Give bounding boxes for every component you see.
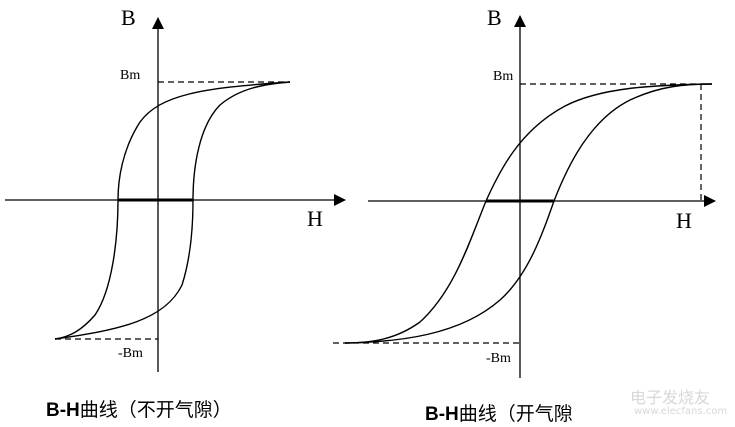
left-bh-diagram: B H Bm -Bm — [5, 5, 346, 372]
right-neg-bm-label: -Bm — [486, 351, 511, 366]
left-h-axis-label: H — [307, 206, 323, 231]
right-ascending-branch — [344, 83, 713, 344]
right-h-axis-label: H — [676, 208, 692, 233]
right-caption-suffix: 曲线（开气隙 — [458, 404, 573, 425]
left-ascending-branch — [54, 81, 291, 340]
left-descending-branch — [54, 81, 291, 340]
right-bm-label: Bm — [493, 69, 513, 84]
left-caption-suffix: 曲线（不开气隙） — [79, 400, 232, 421]
left-caption-prefix: B-H — [46, 400, 80, 421]
right-bh-diagram: B H Bm -Bm — [333, 5, 716, 378]
watermark-url: www.elecfans.com — [634, 406, 728, 417]
left-bm-label: Bm — [120, 68, 140, 83]
watermark-text: 电子发烧友 — [630, 388, 711, 407]
right-b-axis-label: B — [487, 5, 502, 30]
left-b-axis-label: B — [121, 5, 136, 30]
right-descending-branch — [344, 83, 713, 344]
right-caption-prefix: B-H — [425, 404, 459, 425]
left-neg-bm-label: -Bm — [118, 346, 143, 361]
left-caption: B-H曲线（不开气隙） — [46, 395, 232, 422]
right-caption: B-H曲线（开气隙 — [425, 399, 573, 426]
